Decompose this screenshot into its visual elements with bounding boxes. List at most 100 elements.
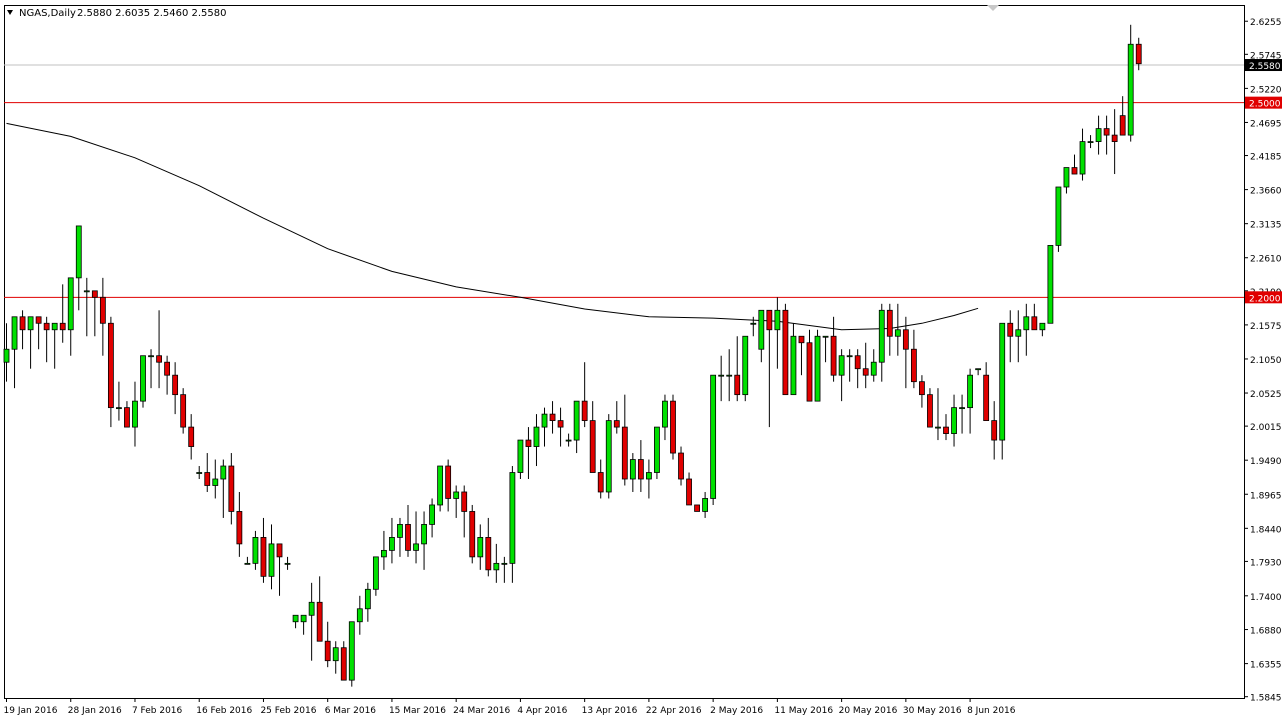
candle xyxy=(236,491,243,557)
candle xyxy=(862,342,869,389)
candle-body xyxy=(445,465,452,499)
candle xyxy=(300,614,307,635)
candle-body xyxy=(156,355,162,363)
candle xyxy=(437,465,444,512)
candle xyxy=(565,433,572,447)
candle xyxy=(870,349,877,382)
candle xyxy=(220,459,227,518)
candle xyxy=(549,401,556,434)
candle-body xyxy=(124,407,130,428)
shift-marker-icon[interactable] xyxy=(987,5,999,11)
candle-body xyxy=(340,647,347,681)
candle xyxy=(686,472,692,506)
candle xyxy=(798,335,805,376)
candle xyxy=(975,368,982,376)
candle-body xyxy=(132,400,138,428)
candle-body xyxy=(477,537,484,558)
candle-body xyxy=(148,355,154,358)
ohlc-values: 2.5880 2.6035 2.5460 2.5580 xyxy=(77,8,227,19)
candle-body xyxy=(1103,128,1110,136)
candle xyxy=(1055,186,1062,252)
candle xyxy=(1127,24,1134,142)
y-tick-label: 2.0525 xyxy=(1250,390,1282,400)
candle-body xyxy=(1039,322,1046,331)
candle xyxy=(1039,322,1046,337)
candle-body xyxy=(332,647,339,662)
candle-body xyxy=(629,459,636,480)
moving-average xyxy=(6,122,979,331)
candle-body xyxy=(204,472,211,486)
candle xyxy=(646,459,652,499)
candle-body xyxy=(196,472,203,474)
level-price-label: 2.2000 xyxy=(1249,294,1281,304)
candle xyxy=(943,414,949,441)
candle-body xyxy=(413,543,419,551)
candle xyxy=(999,322,1006,460)
chart-frame xyxy=(4,5,1245,699)
chart-header: NGAS,Daily 2.5880 2.6035 2.5460 2.5580 xyxy=(7,5,999,19)
candle xyxy=(710,374,717,505)
x-tick-label: 19 Jan 2016 xyxy=(4,706,58,716)
candle-body xyxy=(11,316,18,350)
candle-body xyxy=(316,601,323,642)
candle-body xyxy=(919,381,925,396)
y-tick-label: 1.7930 xyxy=(1250,558,1282,568)
candle-body xyxy=(364,588,371,610)
candle-body xyxy=(991,420,998,441)
candle xyxy=(910,329,917,389)
candle-body xyxy=(814,335,821,402)
candle-body xyxy=(525,439,532,447)
y-tick-label: 2.5220 xyxy=(1250,85,1282,95)
candle xyxy=(1015,310,1022,363)
candle xyxy=(878,303,885,382)
candle-body xyxy=(927,394,933,428)
candle xyxy=(316,576,323,642)
candle xyxy=(413,511,419,564)
candle-body xyxy=(461,491,468,512)
candle xyxy=(75,225,82,311)
x-tick-label: 6 Mar 2016 xyxy=(325,706,377,716)
candle-body xyxy=(517,439,524,473)
candle xyxy=(613,401,620,434)
dropdown-arrow-icon[interactable] xyxy=(7,10,13,15)
x-tick-label: 28 Jan 2016 xyxy=(68,706,122,716)
candle-body xyxy=(236,511,243,545)
candle xyxy=(838,349,845,402)
candle xyxy=(3,323,10,382)
moving-average-line xyxy=(6,122,979,331)
candle xyxy=(919,375,925,408)
level-price-tag xyxy=(1245,291,1282,304)
candle xyxy=(180,388,187,434)
candle-body xyxy=(59,322,66,331)
candle xyxy=(991,401,998,460)
candle-body xyxy=(389,537,395,551)
candle-body xyxy=(782,309,789,396)
candle-body xyxy=(975,368,982,371)
x-tick-label: 7 Feb 2016 xyxy=(132,706,183,716)
candle-body xyxy=(710,374,717,499)
candle-body xyxy=(429,504,435,525)
level-price-tag xyxy=(1245,96,1282,109)
candle xyxy=(372,556,379,596)
candle-body xyxy=(999,322,1006,441)
candle-body xyxy=(381,549,387,558)
candle-body xyxy=(678,452,684,480)
candle-body xyxy=(549,413,556,422)
candle xyxy=(485,517,492,577)
candle-body xyxy=(718,374,725,377)
candle xyxy=(107,316,114,428)
candle xyxy=(405,504,411,557)
candle-body xyxy=(541,413,548,428)
y-tick-label: 2.4185 xyxy=(1250,153,1282,163)
candle-body xyxy=(260,537,267,577)
candle-body xyxy=(790,335,797,396)
candle-body xyxy=(766,309,773,331)
candle xyxy=(654,426,660,480)
candle-body xyxy=(758,309,765,350)
candle xyxy=(734,336,741,402)
candle-body xyxy=(75,225,82,279)
candle xyxy=(1103,115,1110,155)
candle xyxy=(83,277,90,337)
